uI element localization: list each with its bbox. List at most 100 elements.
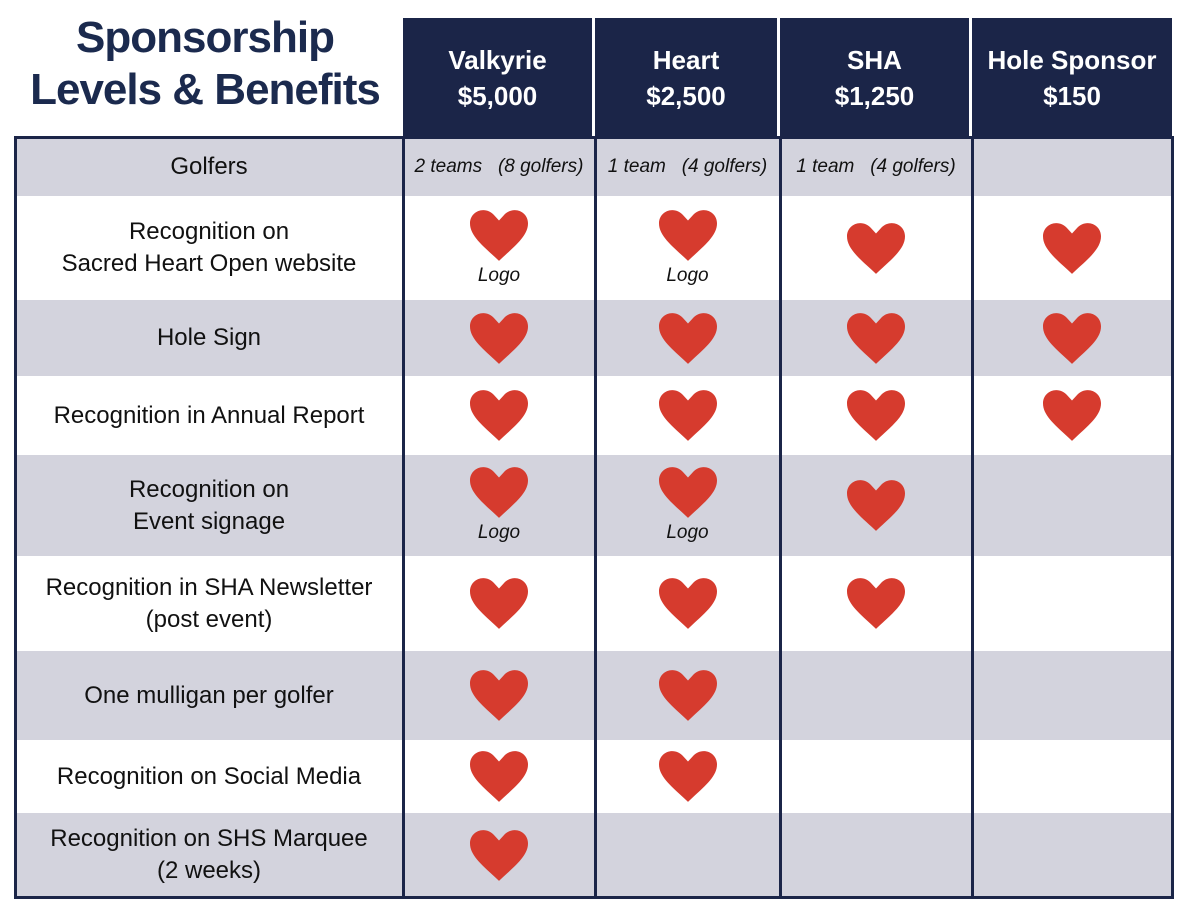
label-line: Recognition in SHA Newsletter <box>45 573 373 601</box>
label-line: Recognition in Annual Report <box>53 401 365 429</box>
label-line: Recognition on <box>128 218 290 245</box>
level-price: $1,250 <box>834 80 915 111</box>
heart-icon <box>470 390 528 441</box>
level-header: Heart $2,500 <box>595 18 777 137</box>
cell-note: Logo <box>477 522 521 543</box>
column-line <box>779 137 782 897</box>
label-line: (post event) <box>145 605 273 633</box>
row-bg <box>15 556 1172 651</box>
heart-icon <box>658 209 717 261</box>
row-bg <box>15 137 1172 196</box>
heart-icon <box>658 670 717 721</box>
heart-icon <box>1043 222 1101 274</box>
label-line: Recognition on <box>128 475 290 503</box>
label-line: (2 weeks) <box>156 857 262 884</box>
benefit-cell <box>780 300 972 376</box>
heart-icon <box>658 467 717 518</box>
heart-icon <box>470 467 528 518</box>
column-line <box>402 137 405 897</box>
row-label: Recognition on Event signage <box>15 455 403 556</box>
title-line: Levels & Benefits <box>30 65 381 114</box>
row-bg <box>15 196 1172 300</box>
heart-icon <box>470 829 528 881</box>
benefit-cell <box>780 556 972 651</box>
label-line: One mulligan per golfer <box>84 681 334 709</box>
level-header: Valkyrie $5,000 <box>403 18 592 137</box>
benefit-cell: 1 team (4 golfers) <box>780 137 972 196</box>
benefit-cell <box>972 196 1172 300</box>
benefit-cell <box>595 556 780 651</box>
benefit-cell: Logo <box>595 455 780 556</box>
heart-icon <box>470 751 528 802</box>
title: Sponsorship Levels & Benefits <box>10 12 400 116</box>
benefit-cell <box>972 300 1172 376</box>
row-bg <box>15 740 1172 813</box>
level-header: SHA $1,250 <box>780 18 969 137</box>
heart <box>847 578 905 629</box>
row-bg <box>15 376 1172 455</box>
cell-note: Logo <box>666 522 709 543</box>
label-line: Event signage <box>132 507 286 535</box>
level-price: $5,000 <box>457 80 538 111</box>
level-price: $150 <box>1043 80 1101 111</box>
benefit-cell <box>403 376 595 455</box>
label-line: Recognition on Social Media <box>56 762 362 790</box>
benefit-cell <box>403 740 595 813</box>
level-name: SHA <box>847 44 902 75</box>
heart <box>470 312 528 364</box>
row-label: Recognition in Annual Report <box>15 376 403 455</box>
row-label: Recognition on Sacred Heart Open website <box>15 196 403 300</box>
heart <box>847 480 905 531</box>
heart-icon <box>470 578 528 629</box>
row-label: Recognition on Social Media <box>15 740 403 813</box>
column-line <box>971 137 974 897</box>
benefit-cell <box>595 651 780 740</box>
row-label: One mulligan per golfer <box>15 651 403 740</box>
benefit-cell <box>780 376 972 455</box>
label-line: Hole Sign <box>156 324 262 351</box>
heart-icon <box>847 480 905 531</box>
level-header: Hole Sponsor $150 <box>972 18 1172 137</box>
heart-icon <box>847 222 905 274</box>
heart <box>470 467 528 518</box>
label-line: Recognition on SHS Marquee <box>50 825 368 852</box>
heart <box>847 390 905 441</box>
benefit-cell: Logo <box>403 455 595 556</box>
benefit-cell <box>595 376 780 455</box>
row-bg <box>15 300 1172 376</box>
column-line <box>594 137 597 897</box>
row-label: Recognition on SHS Marquee (2 weeks) <box>15 813 403 897</box>
title-line: Sponsorship <box>76 13 335 62</box>
heart <box>658 312 717 364</box>
heart <box>470 578 528 629</box>
benefit-cell <box>403 300 595 376</box>
benefit-cell: Logo <box>403 196 595 300</box>
heart-icon <box>847 390 905 441</box>
level-price: $2,500 <box>646 80 726 111</box>
benefit-cell <box>403 651 595 740</box>
benefit-cell <box>972 376 1172 455</box>
heart-icon <box>658 578 717 629</box>
table-border <box>14 136 1174 899</box>
level-name: Valkyrie <box>448 44 547 75</box>
heart <box>658 670 717 721</box>
heart-icon <box>658 312 717 364</box>
heart-icon <box>1043 390 1101 441</box>
benefit-cell: 2 teams (8 golfers) <box>403 137 595 196</box>
heart-icon <box>847 578 905 629</box>
benefit-cell <box>403 813 595 897</box>
row-label: Recognition in SHA Newsletter (post event… <box>15 556 403 651</box>
heart-icon <box>658 390 717 441</box>
heart-icon <box>847 312 905 364</box>
cell-text: 1 team (4 golfers) <box>796 155 956 177</box>
benefit-cell: Logo <box>595 196 780 300</box>
heart <box>1043 222 1101 274</box>
heart <box>1043 312 1101 364</box>
heart <box>658 751 717 802</box>
heart <box>658 578 717 629</box>
heart <box>658 390 717 441</box>
benefit-cell <box>595 740 780 813</box>
heart-icon <box>470 312 528 364</box>
heart <box>847 312 905 364</box>
cell-note: Logo <box>477 264 521 286</box>
